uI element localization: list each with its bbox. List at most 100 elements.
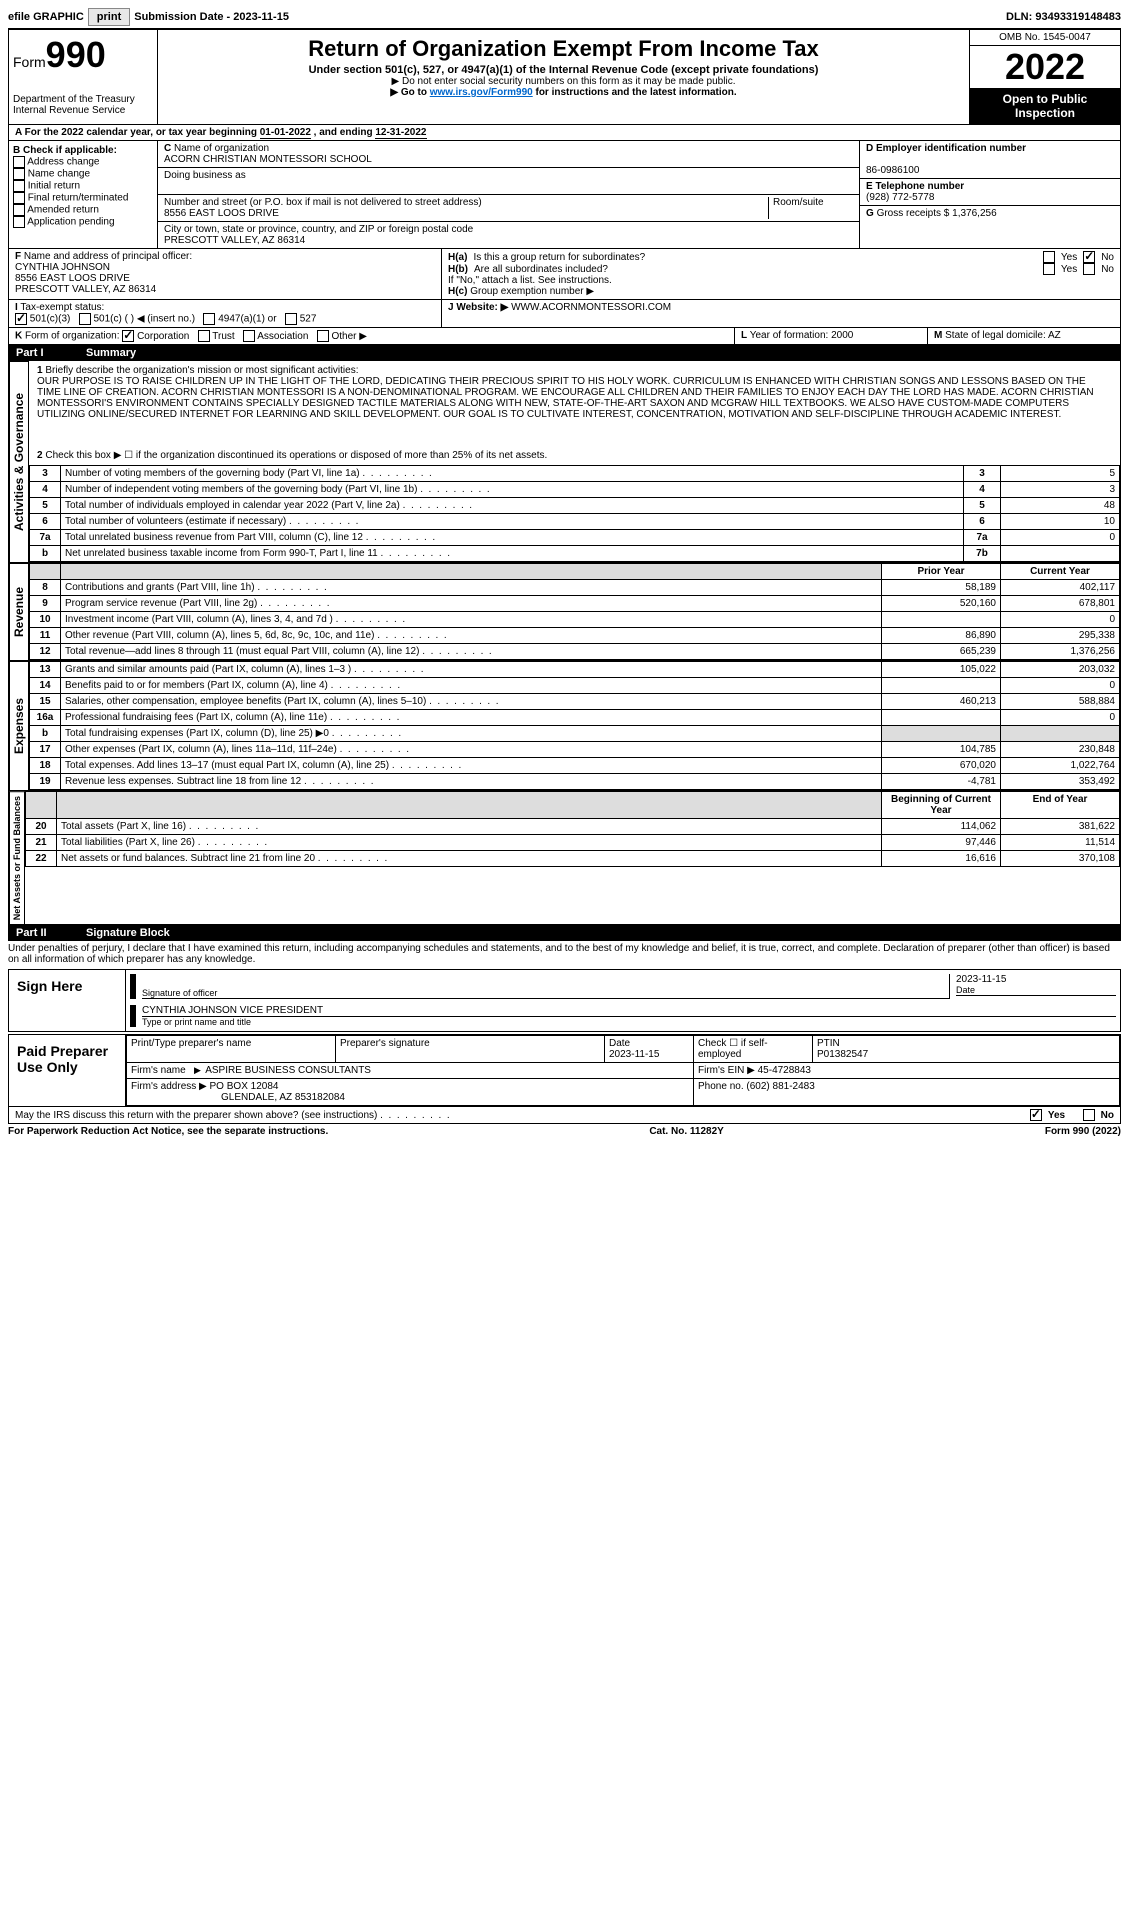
checkbox-final-return-terminated[interactable]: Final return/terminated bbox=[13, 192, 153, 204]
phone: (928) 772-5778 bbox=[866, 192, 934, 203]
submission-label: Submission Date - 2023-11-15 bbox=[134, 11, 289, 23]
hb-yes-checkbox[interactable] bbox=[1043, 263, 1055, 275]
sign-block: Sign Here Signature of officer 2023-11-1… bbox=[8, 969, 1121, 1032]
declaration: Under penalties of perjury, I declare th… bbox=[8, 941, 1121, 967]
table-row: 4Number of independent voting members of… bbox=[30, 482, 1120, 498]
4947-checkbox[interactable] bbox=[203, 313, 215, 325]
k-opt-3[interactable]: Other ▶ bbox=[314, 331, 373, 342]
table-row: 13Grants and similar amounts paid (Part … bbox=[30, 662, 1120, 678]
ptin: P01382547 bbox=[817, 1049, 868, 1060]
subtitle-1: Under section 501(c), 527, or 4947(a)(1)… bbox=[162, 64, 965, 76]
top-bar: efile GRAPHIC print Submission Date - 20… bbox=[8, 8, 1121, 30]
table-row: 8Contributions and grants (Part VIII, li… bbox=[30, 580, 1120, 596]
header-left: Form990 Department of the Treasury Inter… bbox=[9, 30, 158, 124]
checkbox-name-change[interactable]: Name change bbox=[13, 168, 153, 180]
box-f: F Name and address of principal officer:… bbox=[9, 249, 442, 299]
vert-netassets: Net Assets or Fund Balances bbox=[9, 791, 25, 924]
line-a: A For the 2022 calendar year, or tax yea… bbox=[9, 125, 1120, 140]
print-button[interactable]: print bbox=[88, 8, 130, 26]
ein: 86-0986100 bbox=[866, 165, 919, 176]
open-public: Open to Public Inspection bbox=[970, 88, 1120, 124]
ha-no-checkbox[interactable] bbox=[1083, 251, 1095, 263]
org-name: ACORN CHRISTIAN MONTESSORI SCHOOL bbox=[164, 154, 372, 165]
box-h: H(a) Is this a group return for subordin… bbox=[442, 249, 1120, 299]
table-row: 17Other expenses (Part IX, column (A), l… bbox=[30, 742, 1120, 758]
sign-date: 2023-11-15 bbox=[956, 974, 1116, 985]
firm-ein: 45-4728843 bbox=[758, 1065, 811, 1076]
firm-phone: (602) 881-2483 bbox=[746, 1081, 814, 1092]
box-c: C Name of organization ACORN CHRISTIAN M… bbox=[158, 141, 860, 248]
discuss-yes-checkbox[interactable] bbox=[1030, 1109, 1042, 1121]
form-number: Form990 bbox=[13, 34, 153, 76]
officer-name: CYNTHIA JOHNSON bbox=[15, 262, 110, 273]
checkbox-amended-return[interactable]: Amended return bbox=[13, 204, 153, 216]
table-row: 21Total liabilities (Part X, line 26)97,… bbox=[26, 835, 1120, 851]
expenses-block: Expenses 13Grants and similar amounts pa… bbox=[8, 661, 1121, 791]
k-opt-2[interactable]: Association bbox=[240, 331, 314, 342]
hb-no-checkbox[interactable] bbox=[1083, 263, 1095, 275]
tax-year: 2022 bbox=[970, 46, 1120, 88]
header-right: OMB No. 1545-0047 2022 Open to Public In… bbox=[969, 30, 1120, 124]
box-m: M State of legal domicile: AZ bbox=[928, 328, 1120, 344]
table-row: 16aProfessional fundraising fees (Part I… bbox=[30, 710, 1120, 726]
checkbox-application-pending[interactable]: Application pending bbox=[13, 216, 153, 228]
vert-activities: Activities & Governance bbox=[9, 361, 29, 562]
box-l: L Year of formation: 2000 bbox=[735, 328, 928, 344]
header-mid: Return of Organization Exempt From Incom… bbox=[158, 30, 969, 124]
section-a: A For the 2022 calendar year, or tax yea… bbox=[8, 125, 1121, 141]
gross-receipts: 1,376,256 bbox=[952, 208, 997, 219]
vert-expenses: Expenses bbox=[9, 661, 29, 790]
sign-here-label: Sign Here bbox=[9, 970, 125, 1031]
box-b: B Check if applicable: Address change Na… bbox=[9, 141, 158, 248]
k-opt-0[interactable]: Corporation bbox=[122, 331, 195, 342]
table-row: bNet unrelated business taxable income f… bbox=[30, 546, 1120, 562]
box-i: I Tax-exempt status: 501(c)(3) 501(c) ( … bbox=[9, 300, 442, 327]
footer: For Paperwork Reduction Act Notice, see … bbox=[8, 1124, 1121, 1137]
checkbox-address-change[interactable]: Address change bbox=[13, 156, 153, 168]
box-d-e-g: D Employer identification number 86-0986… bbox=[860, 141, 1120, 248]
website: WWW.ACORNMONTESSORI.COM bbox=[511, 302, 671, 313]
netassets-table: Beginning of Current YearEnd of Year20To… bbox=[25, 791, 1120, 867]
checkbox-initial-return[interactable]: Initial return bbox=[13, 180, 153, 192]
preparer-table: Print/Type preparer's name Preparer's si… bbox=[126, 1035, 1120, 1106]
paid-preparer-block: Paid Preparer Use Only Print/Type prepar… bbox=[8, 1034, 1121, 1107]
expenses-table: 13Grants and similar amounts paid (Part … bbox=[29, 661, 1120, 790]
vert-revenue: Revenue bbox=[9, 563, 29, 660]
discuss-no-checkbox[interactable] bbox=[1083, 1109, 1095, 1121]
revenue-block: Revenue Prior YearCurrent Year8Contribut… bbox=[8, 563, 1121, 661]
table-row: 22Net assets or fund balances. Subtract … bbox=[26, 851, 1120, 867]
form-title: Return of Organization Exempt From Incom… bbox=[162, 36, 965, 62]
501c-checkbox[interactable] bbox=[79, 313, 91, 325]
table-row: 3Number of voting members of the governi… bbox=[30, 466, 1120, 482]
table-row: 10Investment income (Part VIII, column (… bbox=[30, 612, 1120, 628]
501c3-checkbox[interactable] bbox=[15, 313, 27, 325]
table-row: 18Total expenses. Add lines 13–17 (must … bbox=[30, 758, 1120, 774]
mission-block: 1 Briefly describe the organization's mi… bbox=[29, 361, 1120, 446]
dept-label: Department of the Treasury Internal Reve… bbox=[13, 94, 153, 116]
firm-name: ASPIRE BUSINESS CONSULTANTS bbox=[205, 1065, 371, 1076]
part1-header: Part I Summary bbox=[8, 345, 1121, 361]
part2-header: Part II Signature Block bbox=[8, 925, 1121, 941]
table-row: 19Revenue less expenses. Subtract line 1… bbox=[30, 774, 1120, 790]
governance-table: 3Number of voting members of the governi… bbox=[29, 465, 1120, 562]
org-info-block: B Check if applicable: Address change Na… bbox=[8, 141, 1121, 249]
activities-governance: Activities & Governance 1 Briefly descri… bbox=[8, 361, 1121, 563]
table-row: 6Total number of volunteers (estimate if… bbox=[30, 514, 1120, 530]
signer-name: CYNTHIA JOHNSON VICE PRESIDENT bbox=[142, 1005, 1116, 1017]
line-2: 2 Check this box ▶ ☐ if the organization… bbox=[29, 446, 1120, 465]
ha-yes-checkbox[interactable] bbox=[1043, 251, 1055, 263]
netassets-block: Net Assets or Fund Balances Beginning of… bbox=[8, 791, 1121, 925]
table-row: 12Total revenue—add lines 8 through 11 (… bbox=[30, 644, 1120, 660]
mission-text: OUR PURPOSE IS TO RAISE CHILDREN UP IN T… bbox=[37, 376, 1094, 420]
discuss-row: May the IRS discuss this return with the… bbox=[8, 1107, 1121, 1124]
i-j-row: I Tax-exempt status: 501(c)(3) 501(c) ( … bbox=[8, 300, 1121, 328]
form-header: Form990 Department of the Treasury Inter… bbox=[8, 30, 1121, 125]
k-opt-1[interactable]: Trust bbox=[195, 331, 240, 342]
irs-link[interactable]: www.irs.gov/Form990 bbox=[430, 87, 533, 98]
subtitle-2: ▶ Do not enter social security numbers o… bbox=[162, 76, 965, 87]
table-row: 7aTotal unrelated business revenue from … bbox=[30, 530, 1120, 546]
table-row: 9Program service revenue (Part VIII, lin… bbox=[30, 596, 1120, 612]
table-row: 15Salaries, other compensation, employee… bbox=[30, 694, 1120, 710]
527-checkbox[interactable] bbox=[285, 313, 297, 325]
table-row: 14Benefits paid to or for members (Part … bbox=[30, 678, 1120, 694]
